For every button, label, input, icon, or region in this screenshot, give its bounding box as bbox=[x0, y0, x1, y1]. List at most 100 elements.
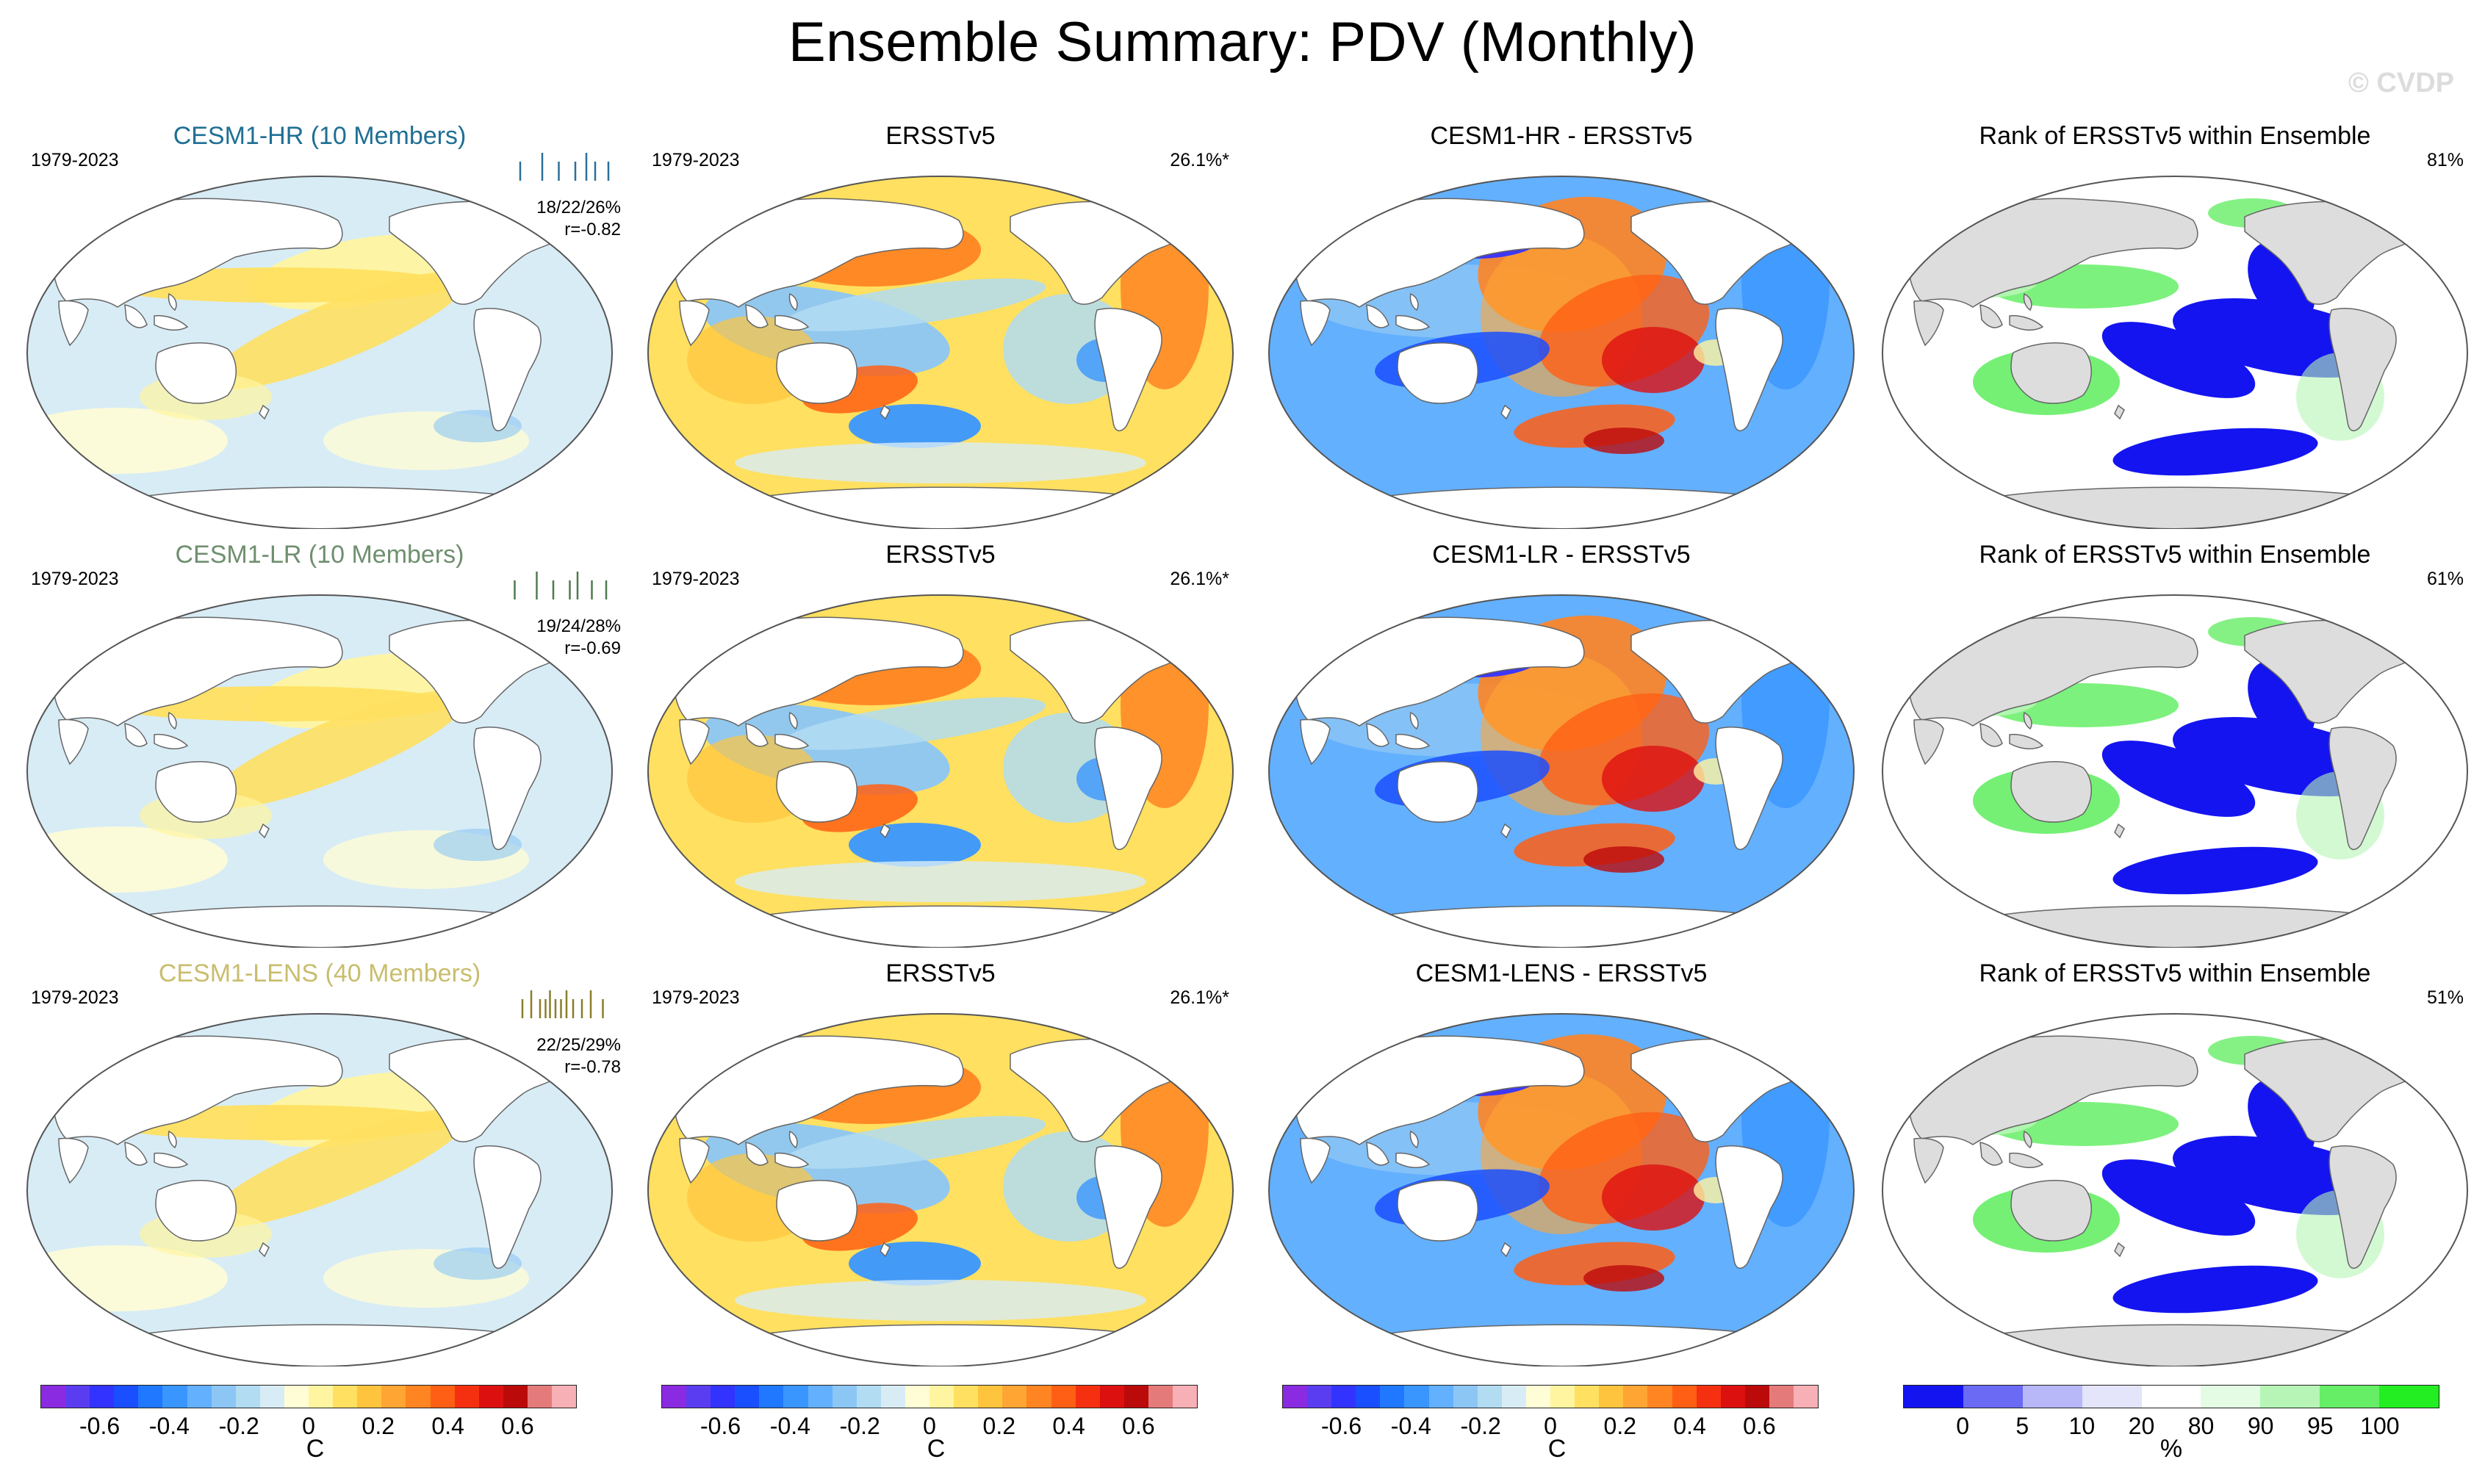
colorbar-cell bbox=[65, 1386, 90, 1408]
variance-pct: 26.1%* bbox=[1170, 987, 1229, 1008]
land-greenland bbox=[2383, 188, 2423, 209]
map-border bbox=[1881, 594, 2469, 948]
ensemble-spread-icon bbox=[521, 990, 604, 1018]
pct-stats: 22/25/29% bbox=[536, 1035, 621, 1055]
panel-diff-row1: CESM1-HR - ERSSTv5 bbox=[1256, 118, 1866, 529]
ensemble-spread-icon bbox=[519, 153, 610, 181]
colorbar-cells bbox=[661, 1385, 1198, 1408]
colorbar-cell bbox=[1075, 1386, 1100, 1408]
panel-obs-row1: ERSSTv5 1979-2023 26.1%* bbox=[636, 118, 1245, 529]
obs-map-row2 bbox=[647, 594, 1234, 948]
land-australia bbox=[155, 761, 237, 823]
land-india bbox=[58, 300, 89, 347]
colorbar-cell bbox=[1575, 1386, 1600, 1408]
map-field bbox=[648, 1014, 1233, 1366]
land-seasia bbox=[124, 1130, 189, 1168]
land-seasia bbox=[1979, 711, 2044, 749]
pct-stats: 18/22/26% bbox=[536, 198, 621, 217]
period-label: 1979-2023 bbox=[31, 150, 119, 170]
land-asia bbox=[1907, 616, 2198, 727]
field-contour bbox=[1602, 746, 1705, 812]
pattern-correlation: r=-0.82 bbox=[564, 220, 621, 239]
map-border bbox=[647, 176, 1234, 529]
land-australia bbox=[776, 342, 857, 404]
field-contour bbox=[2101, 741, 2256, 817]
land-antarctica bbox=[1978, 486, 2387, 529]
colorbar-cell bbox=[1404, 1386, 1429, 1408]
land-australia bbox=[155, 1180, 237, 1242]
colorbar-tick-label: 90 bbox=[2247, 1413, 2274, 1439]
land-antarctica bbox=[744, 905, 1152, 948]
colorbar-cell bbox=[1428, 1386, 1453, 1408]
land-australia bbox=[1397, 1180, 1478, 1242]
map-border bbox=[26, 594, 614, 948]
land-australia bbox=[2010, 1180, 2092, 1242]
map-field bbox=[1882, 595, 2467, 948]
rank-title: Rank of ERSSTv5 within Ensemble bbox=[1979, 122, 2371, 150]
colorbar-cell bbox=[808, 1386, 832, 1408]
colorbar-cell bbox=[1123, 1386, 1148, 1408]
colorbar-cell bbox=[1380, 1386, 1405, 1408]
pattern-correlation: r=-0.69 bbox=[564, 638, 621, 658]
land-antarctica bbox=[123, 1324, 531, 1366]
colorbar-cell bbox=[162, 1386, 187, 1408]
colorbar-tick-label: -0.4 bbox=[769, 1413, 810, 1439]
colorbar-tick-label: 0.4 bbox=[1052, 1413, 1085, 1439]
colorbar-cell bbox=[2141, 1386, 2201, 1408]
land-nz bbox=[259, 1242, 270, 1258]
land-seasia bbox=[745, 1130, 810, 1168]
land-india bbox=[58, 1137, 89, 1184]
map-border bbox=[1267, 594, 1855, 948]
map-field bbox=[648, 176, 1233, 529]
ensemble-stats: 22/25/29% r=-0.78 bbox=[533, 1034, 621, 1078]
field-contour bbox=[2101, 1159, 2256, 1236]
land-antarctica bbox=[1364, 1324, 1773, 1366]
colorbar-cell bbox=[235, 1386, 260, 1408]
panel-model-row2: CESM1-LR (10 Members) 1979-2023 19/24/28… bbox=[15, 536, 625, 948]
map-border bbox=[26, 1013, 614, 1366]
colorbar-cell bbox=[1525, 1386, 1551, 1408]
colorbar-cell bbox=[1744, 1386, 1769, 1408]
land-india bbox=[679, 300, 710, 347]
colorbar-cell bbox=[2022, 1386, 2082, 1408]
field-contour bbox=[735, 1280, 1146, 1321]
map-field bbox=[27, 595, 612, 948]
colorbar-tick-label: 0.6 bbox=[501, 1413, 534, 1439]
colorbar-tick-label: 0 bbox=[1956, 1413, 1970, 1439]
land-greenland bbox=[1769, 188, 1810, 209]
land-india bbox=[1300, 300, 1331, 347]
field-contour bbox=[2112, 1265, 2318, 1314]
land-seasia bbox=[1979, 1130, 2044, 1168]
colorbar-cell bbox=[662, 1386, 687, 1408]
colorbar-tick-label: -0.4 bbox=[148, 1413, 190, 1439]
land-india bbox=[1913, 300, 1944, 347]
model-title: CESM1-HR (10 Members) bbox=[173, 122, 467, 150]
colorbar-cell bbox=[1026, 1386, 1051, 1408]
period-label: 1979-2023 bbox=[652, 569, 740, 589]
colorbar-model: C -0.6 -0.4 -0.2 0 0.2 0.4 0.6 bbox=[40, 1385, 577, 1463]
model-title: CESM1-LENS (40 Members) bbox=[158, 959, 481, 987]
rank-pct: 81% bbox=[2426, 150, 2464, 170]
colorbar-cell bbox=[90, 1386, 115, 1408]
colorbar-tick-label: 0.4 bbox=[1673, 1413, 1706, 1439]
land-greenland bbox=[1769, 1026, 1810, 1047]
land-greenland bbox=[1769, 607, 1810, 628]
colorbar-cell bbox=[1002, 1386, 1027, 1408]
land-india bbox=[1913, 1137, 1944, 1184]
land-samerica bbox=[473, 1145, 542, 1269]
colorbar-cell bbox=[978, 1386, 1003, 1408]
colorbar-cell bbox=[1307, 1386, 1332, 1408]
model-title: CESM1-LR (10 Members) bbox=[175, 541, 464, 569]
colorbar-cell bbox=[1477, 1386, 1502, 1408]
colorbar-cell bbox=[735, 1386, 760, 1408]
rank-pct: 51% bbox=[2426, 987, 2464, 1008]
colorbar-cell bbox=[114, 1386, 139, 1408]
variance-pct: 26.1%* bbox=[1170, 569, 1229, 589]
land-samerica bbox=[2328, 1145, 2397, 1269]
rank-map-row1 bbox=[1881, 176, 2469, 529]
obs-title: ERSSTv5 bbox=[885, 122, 996, 150]
land-nz bbox=[880, 1242, 891, 1258]
land-asia bbox=[52, 198, 343, 308]
colorbar-cell bbox=[880, 1386, 905, 1408]
panel-obs-row3: ERSSTv5 1979-2023 26.1%* bbox=[636, 955, 1245, 1366]
